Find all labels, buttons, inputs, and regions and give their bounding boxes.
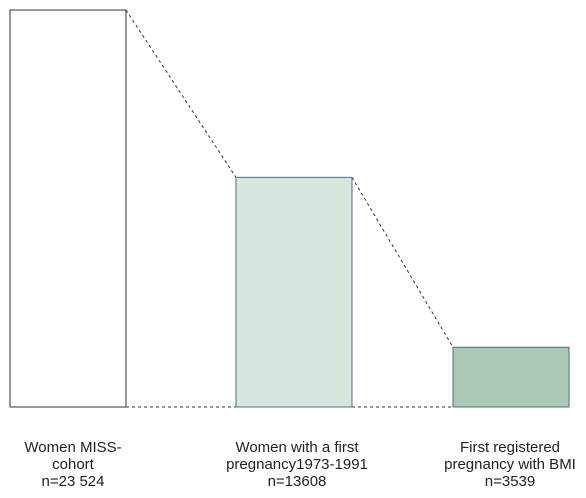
bar-3 <box>452 346 570 408</box>
category-label-line: n=13608 <box>268 473 327 490</box>
dashed-connectors <box>125 9 454 408</box>
category-label-line: n=3539 <box>485 473 535 490</box>
bars <box>9 9 570 408</box>
category-label-2: Women with a first pregnancy1973-1991 n=13… <box>226 439 368 490</box>
category-labels: Women MISS-cohort n=23 524 Women with a fi… <box>24 439 575 490</box>
top-connector-2 <box>351 177 454 348</box>
category-label-line: pregnancy with BMI <box>444 456 576 473</box>
category-label-line: n=23 524 <box>42 473 105 490</box>
category-label-line: pregnancy1973-1991 <box>226 456 368 473</box>
category-label-line: First registered <box>460 439 560 456</box>
bar-1 <box>9 9 127 408</box>
category-label-line: cohort <box>52 456 95 473</box>
category-label-1: Women MISS-cohort n=23 524 <box>24 439 121 490</box>
category-label-line: Women with a first <box>235 439 359 456</box>
category-label-line: Women MISS- <box>24 439 121 456</box>
category-label-3: First registered pregnancy with BMI n=3539 <box>444 439 576 490</box>
top-connector-1 <box>125 9 237 178</box>
bar-2 <box>235 176 353 408</box>
